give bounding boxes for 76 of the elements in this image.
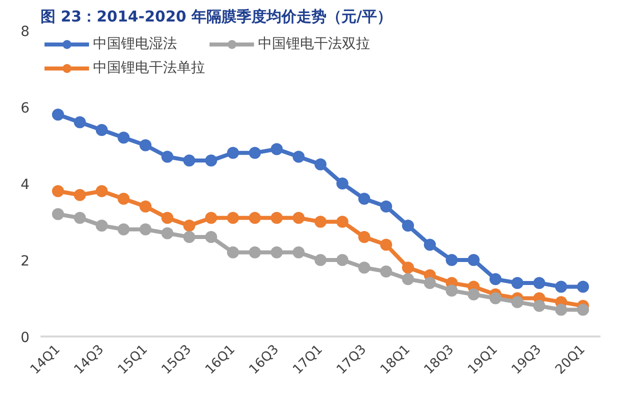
point [52, 208, 64, 220]
point [248, 146, 261, 159]
legend-label: 中国锂电湿法 [93, 35, 177, 53]
y-tick-label: 6 [20, 100, 30, 116]
point [424, 276, 436, 289]
y-tick-label: 4 [20, 177, 30, 193]
point [96, 220, 108, 232]
point [358, 262, 370, 274]
point [402, 273, 414, 286]
point [358, 231, 370, 244]
point [270, 212, 283, 224]
point [555, 280, 568, 293]
point [96, 124, 108, 136]
y-tick-label: 2 [20, 254, 30, 270]
point [140, 200, 152, 212]
point [205, 154, 218, 167]
point [205, 212, 218, 224]
legend-label: 中国锂电干法单拉 [93, 59, 205, 77]
point [52, 108, 64, 121]
point [446, 254, 458, 266]
point [468, 254, 480, 266]
point [227, 146, 239, 159]
point [248, 246, 261, 258]
point [402, 220, 414, 232]
point [161, 227, 174, 240]
point [336, 178, 348, 190]
point [336, 254, 348, 266]
point [511, 276, 524, 289]
point [336, 216, 348, 228]
point [270, 246, 283, 258]
point [270, 143, 283, 156]
point [577, 280, 589, 293]
point [52, 185, 64, 198]
point [533, 300, 546, 312]
point [183, 154, 196, 167]
point [227, 212, 239, 224]
point [314, 216, 326, 228]
point [227, 246, 239, 258]
point [402, 262, 414, 274]
point [161, 212, 174, 224]
point [358, 192, 370, 205]
point [74, 212, 86, 224]
legend-label: 中国锂电干法双拉 [258, 35, 370, 53]
point [96, 185, 108, 198]
point [205, 231, 218, 244]
point [446, 284, 458, 297]
point [490, 292, 502, 304]
point [314, 254, 326, 266]
point [292, 150, 305, 163]
y-tick-label: 0 [20, 330, 30, 346]
point [292, 212, 305, 224]
point [140, 223, 152, 236]
point [74, 188, 86, 201]
point [555, 304, 568, 316]
point [490, 273, 502, 286]
point [183, 220, 196, 232]
point [511, 296, 524, 308]
point [292, 246, 305, 258]
point [424, 238, 436, 251]
point [314, 158, 326, 170]
point [161, 150, 174, 163]
point [380, 200, 392, 212]
point [380, 265, 392, 278]
point [380, 238, 392, 251]
point [140, 139, 152, 152]
point [74, 116, 86, 128]
point [183, 231, 196, 244]
chart-title: 图 23：2014-2020 年隔膜季度均价走势（元/平） [40, 8, 392, 26]
point [577, 304, 589, 316]
y-tick-label: 8 [20, 24, 30, 40]
point [533, 276, 546, 289]
point [118, 223, 130, 236]
point [118, 132, 130, 144]
point [118, 192, 130, 205]
point [248, 212, 261, 224]
point [468, 288, 480, 300]
